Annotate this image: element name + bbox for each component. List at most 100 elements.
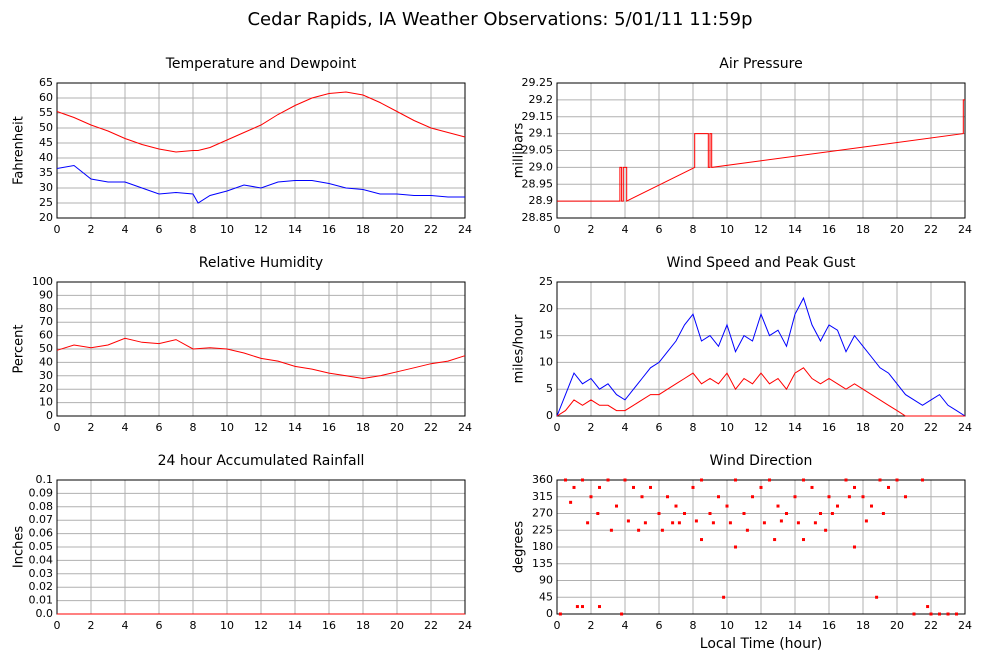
y-tick-label: 55 [39, 106, 53, 119]
x-tick-label: 0 [554, 223, 561, 236]
chart-title: Relative Humidity [199, 255, 323, 271]
x-tick-label: 0 [54, 223, 61, 236]
y-tick-label: 0.1 [36, 473, 54, 486]
data-point [558, 612, 562, 616]
data-point [606, 478, 610, 482]
data-point [955, 612, 958, 616]
x-tick-label: 12 [754, 619, 768, 632]
data-point [836, 504, 839, 508]
data-point [589, 495, 593, 499]
data-point [564, 478, 567, 482]
data-point [830, 512, 834, 515]
y-tick-label: 5 [546, 382, 553, 395]
chart-title: Wind Speed and Peak Gust [667, 255, 856, 271]
y-axis-label: Fahrenheit [12, 116, 27, 185]
data-point [725, 504, 729, 508]
x-tick-label: 24 [458, 619, 472, 632]
y-tick-label: 40 [39, 151, 53, 164]
x-tick-label: 10 [720, 421, 734, 434]
data-point [657, 512, 661, 515]
y-tick-label: 50 [39, 121, 53, 134]
x-tick-label: 16 [822, 421, 836, 434]
y-tick-label: 28.9 [529, 194, 554, 207]
data-point [674, 504, 678, 508]
y-tick-label: 315 [532, 490, 553, 503]
x-tick-label: 2 [88, 223, 95, 236]
x-tick-label: 16 [322, 421, 336, 434]
x-tick-label: 22 [924, 619, 938, 632]
plot-frame [56, 82, 466, 219]
x-tick-label: 12 [254, 421, 268, 434]
x-tick-label: 6 [656, 421, 663, 434]
data-point [677, 521, 681, 525]
x-tick-label: 14 [788, 421, 802, 434]
x-tick-label: 22 [924, 223, 938, 236]
x-tick-label: 6 [156, 421, 163, 434]
data-point [649, 485, 652, 489]
y-tick-label: 225 [532, 523, 553, 536]
y-tick-label: 25 [39, 196, 53, 209]
x-tick-label: 14 [288, 619, 302, 632]
x-tick-label: 4 [622, 223, 629, 236]
x-axis-label: Local Time (hour) [700, 636, 822, 652]
data-point [581, 605, 584, 609]
data-point [575, 605, 579, 609]
y-tick-label: 80 [39, 302, 53, 315]
y-tick-label: 29.1 [529, 127, 554, 140]
data-point [700, 478, 703, 482]
chart-title: Air Pressure [719, 56, 802, 72]
y-tick-label: 0.08 [29, 500, 54, 513]
data-point [742, 512, 746, 515]
data-point [844, 478, 848, 482]
data-point [745, 528, 749, 532]
x-tick-label: 8 [690, 619, 697, 632]
x-tick-label: 12 [254, 619, 268, 632]
y-tick-label: 70 [39, 315, 53, 328]
y-tick-label: 135 [532, 557, 553, 570]
x-tick-label: 4 [122, 223, 129, 236]
y-tick-label: 180 [532, 540, 553, 553]
x-tick-label: 24 [458, 223, 472, 236]
data-point [734, 478, 737, 482]
y-tick-label: 30 [39, 369, 53, 382]
data-point [759, 485, 763, 489]
data-point [926, 605, 930, 609]
y-tick-label: 0 [546, 607, 553, 620]
x-tick-label: 8 [690, 223, 697, 236]
x-tick-label: 4 [622, 421, 629, 434]
y-tick-label: 25 [539, 275, 553, 288]
y-axis-label: degrees [512, 521, 527, 574]
data-line [56, 164, 465, 204]
data-point [762, 521, 766, 525]
data-point [694, 519, 698, 523]
data-point [623, 478, 627, 482]
data-point [751, 495, 754, 499]
y-tick-label: 60 [39, 91, 53, 104]
data-point [586, 521, 590, 525]
data-point [802, 478, 805, 482]
x-tick-label: 16 [822, 619, 836, 632]
x-tick-label: 18 [356, 223, 370, 236]
x-tick-label: 24 [958, 421, 972, 434]
y-tick-label: 20 [39, 382, 53, 395]
x-tick-label: 20 [390, 223, 404, 236]
y-tick-label: 45 [539, 590, 553, 603]
y-tick-label: 28.85 [522, 211, 554, 224]
data-point [773, 538, 777, 542]
y-tick-label: 20 [539, 302, 553, 315]
x-tick-label: 24 [458, 421, 472, 434]
x-tick-label: 20 [390, 619, 404, 632]
data-point [847, 495, 851, 499]
data-point [878, 478, 882, 482]
data-point [596, 512, 600, 515]
x-tick-label: 6 [156, 619, 163, 632]
data-point [717, 495, 720, 499]
y-tick-label: 0 [546, 409, 553, 422]
x-tick-label: 18 [356, 619, 370, 632]
x-tick-label: 22 [924, 421, 938, 434]
y-axis-label: Percent [12, 325, 27, 374]
plot-frame [556, 281, 966, 417]
x-tick-label: 18 [356, 421, 370, 434]
x-tick-label: 10 [720, 619, 734, 632]
